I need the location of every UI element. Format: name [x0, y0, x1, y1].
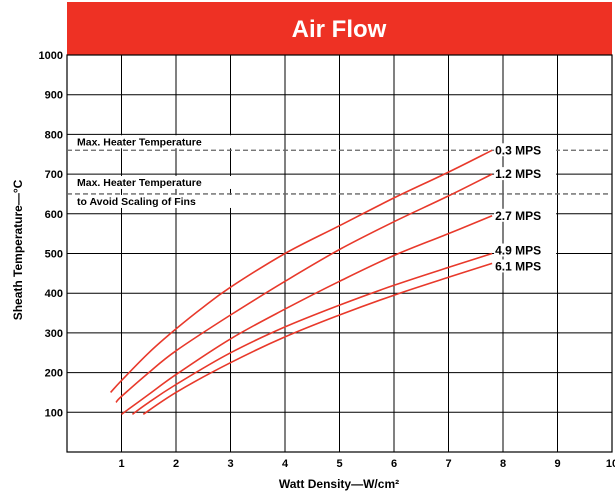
y-tick-label: 1000 [39, 50, 63, 62]
series-label: 2.7 MPS [495, 209, 541, 223]
y-tick-label: 200 [45, 368, 63, 380]
reference-lines: Max. Heater Temperature Max. Heater Tempe… [67, 135, 612, 208]
x-tick-label: 3 [227, 458, 233, 470]
series-label: 0.3 MPS [495, 143, 541, 157]
series-line [142, 262, 493, 415]
series-label-background [494, 259, 557, 273]
series-line [115, 173, 493, 403]
x-tick-label: 6 [391, 458, 397, 470]
x-axis-title: Watt Density—W/cm² [279, 477, 399, 491]
x-tick-label: 9 [554, 458, 560, 470]
annotation-text: to Avoid Scaling of Fins [77, 196, 196, 208]
y-tick-label: 400 [45, 288, 63, 300]
series-label-background [494, 243, 557, 257]
series-label-background [494, 208, 557, 222]
x-tick-label: 1 [118, 458, 124, 470]
y-tick-label: 900 [45, 90, 63, 102]
y-tick-label: 300 [45, 328, 63, 340]
series-label-background [494, 143, 557, 157]
series-line [131, 252, 493, 415]
y-tick-label: 600 [45, 209, 63, 221]
x-tick-label: 5 [336, 458, 342, 470]
series-label-background [494, 167, 557, 181]
series-label: 4.9 MPS [495, 244, 541, 258]
y-tick-label: 500 [45, 249, 63, 261]
annotation-background [75, 175, 235, 189]
series-label: 1.2 MPS [495, 167, 541, 181]
plot-frame [66, 54, 613, 453]
annotation-text: Max. Heater Temperature [77, 136, 202, 148]
x-tick-label: 7 [445, 458, 451, 470]
x-tick-label: 4 [282, 458, 289, 470]
x-tick-label: 10 [606, 458, 615, 470]
tick-labels: 1 2 3 4 5 6 7 8 9 10 100 200 300 400 500 600 700 800 900 10… [39, 50, 615, 470]
annotation-background [75, 194, 235, 208]
y-tick-label: 700 [45, 169, 63, 181]
grid [66, 54, 613, 453]
y-axis-title: Sheath Temperature—°C [11, 179, 25, 320]
title-banner [67, 2, 612, 55]
x-tick-label: 8 [500, 458, 506, 470]
x-tick-label: 2 [173, 458, 179, 470]
y-tick-label: 100 [45, 407, 63, 419]
chart-title: Air Flow [292, 16, 387, 43]
annotation-text: Max. Heater Temperature [77, 177, 202, 189]
series-line [121, 215, 493, 415]
series-label: 6.1 MPS [495, 259, 541, 273]
series-line [110, 149, 493, 393]
series-group [110, 149, 493, 415]
y-tick-label: 800 [45, 129, 63, 141]
annotation-background [75, 135, 235, 149]
